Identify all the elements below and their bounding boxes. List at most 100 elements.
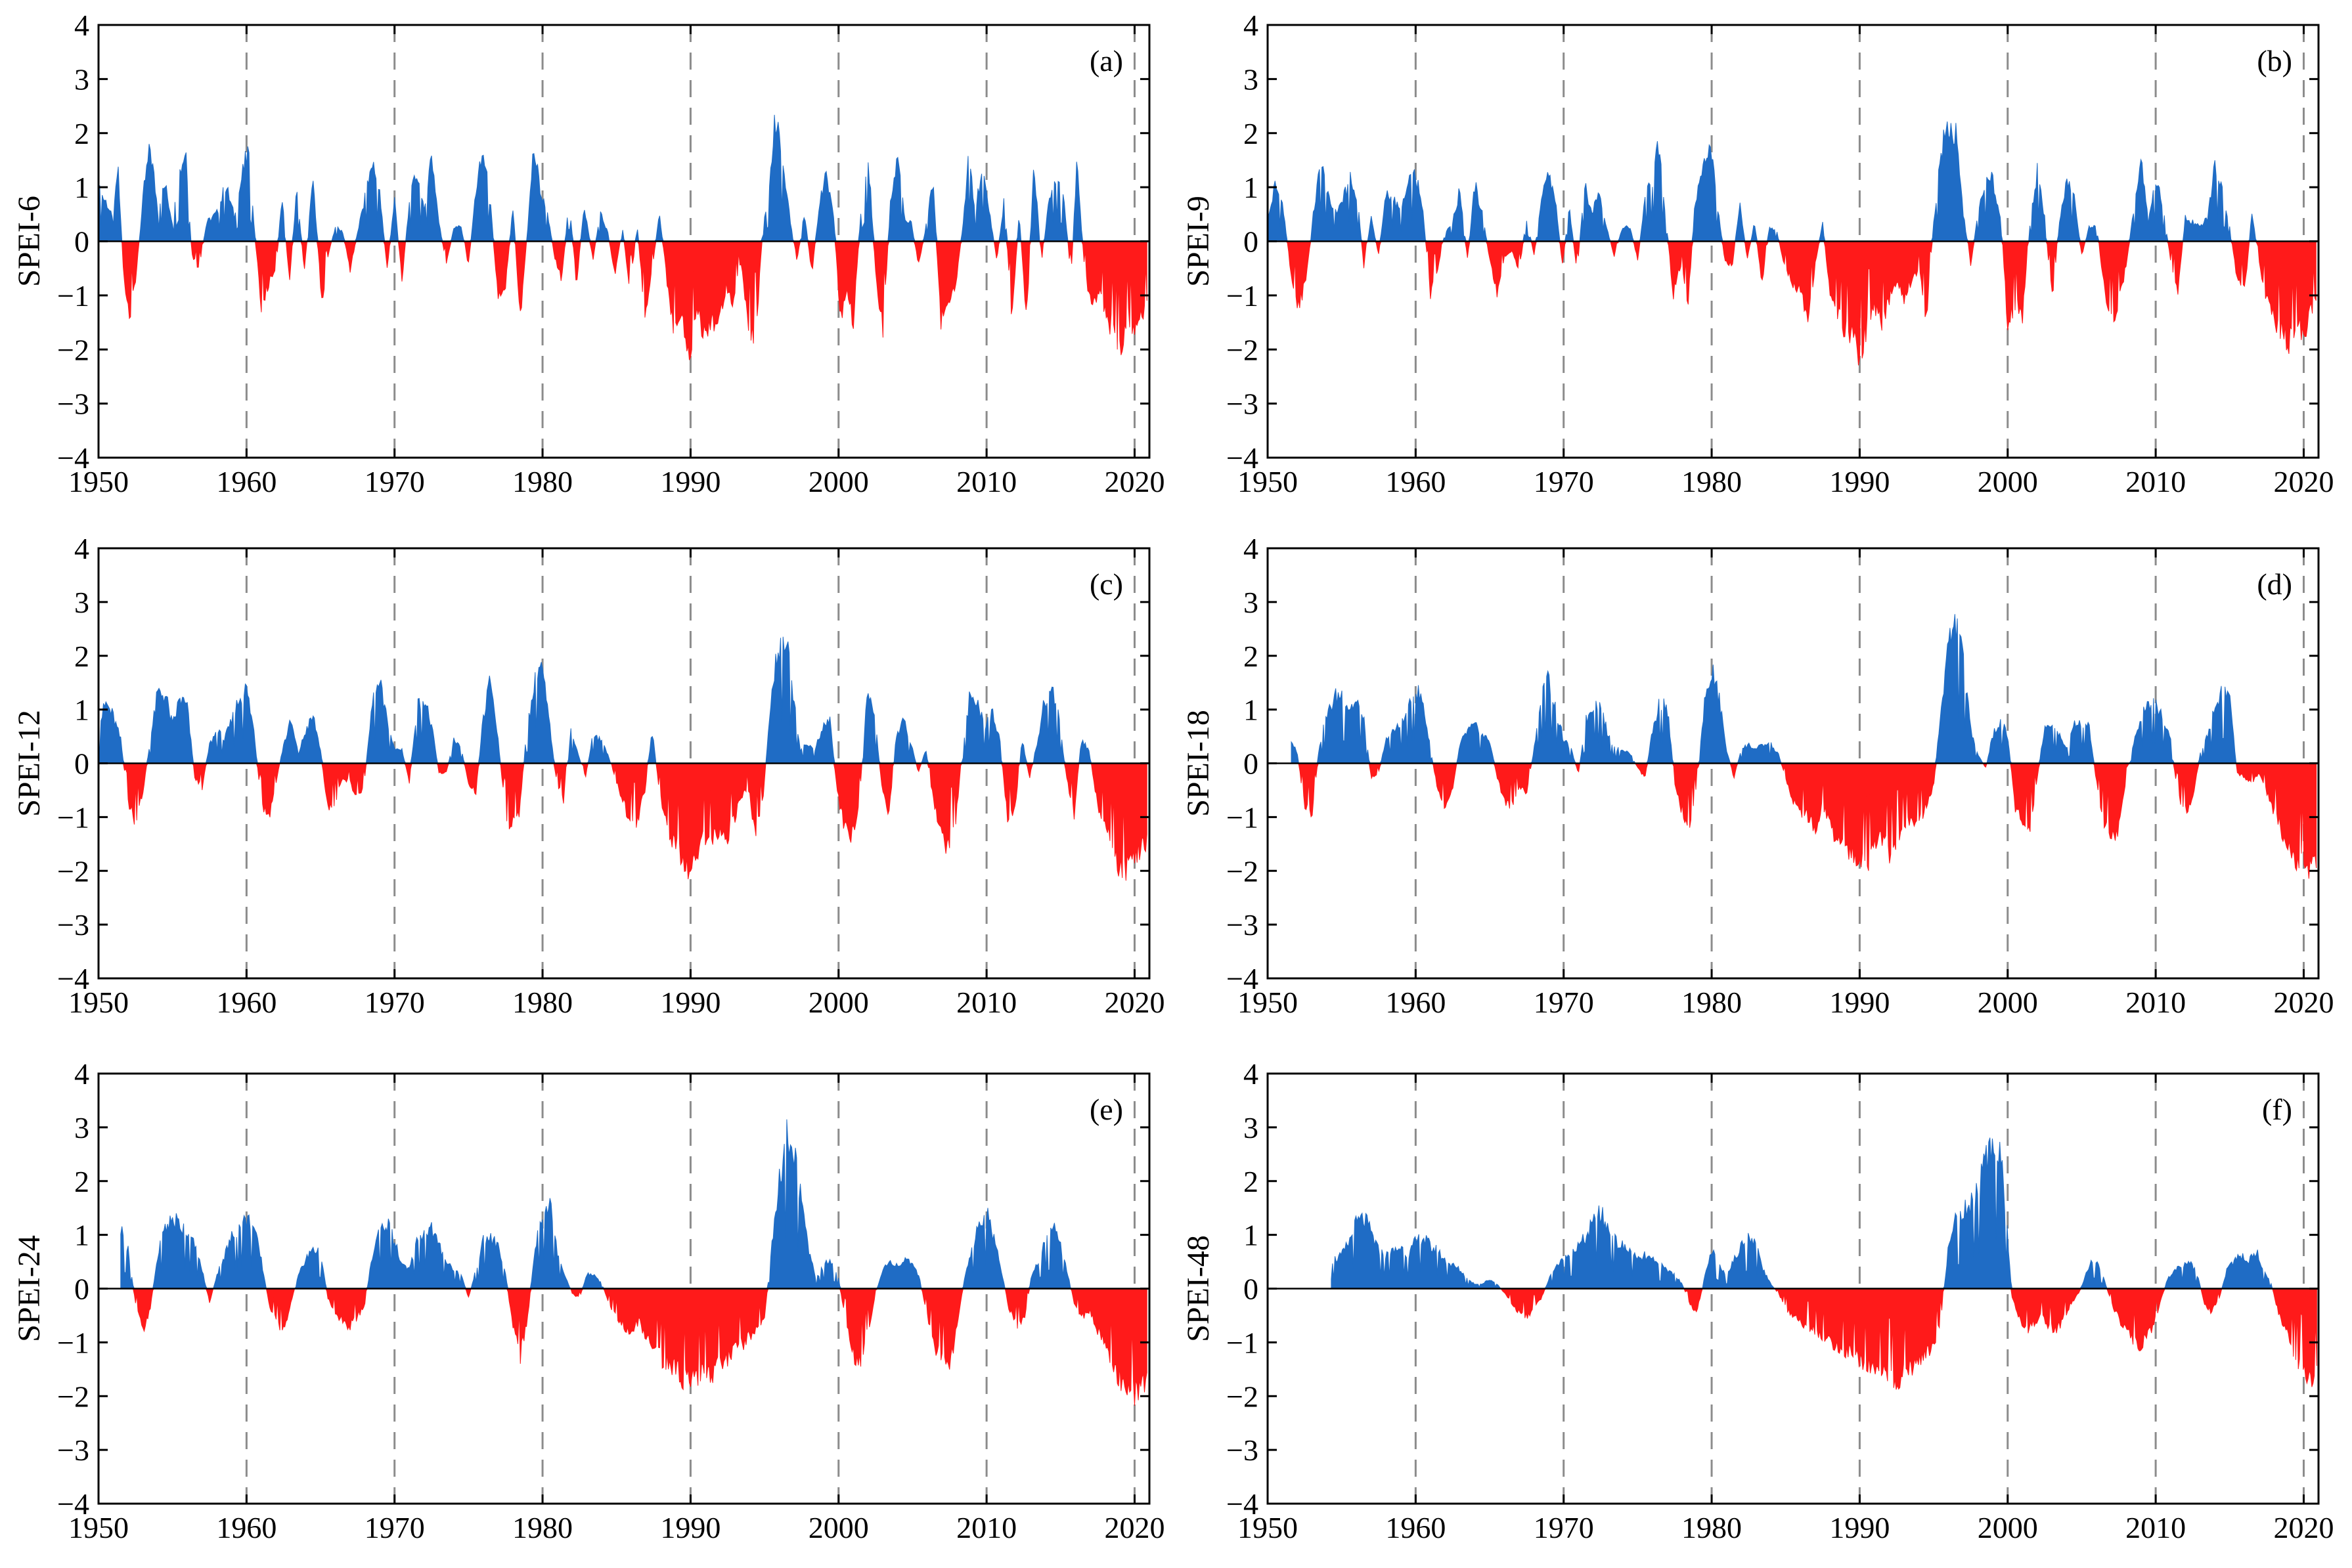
- x-tick-label: 2020: [2273, 986, 2334, 1019]
- y-tick-label: 1: [1243, 1219, 1258, 1252]
- negative-spei-area: [1331, 1288, 2317, 1390]
- x-tick-label: 2020: [1104, 986, 1165, 1019]
- y-axis-label: SPEI-6: [12, 196, 47, 287]
- x-tick-label: 1970: [1534, 986, 1594, 1019]
- panel-a: −4 −3 −2 −1 0 1 2 3 4 1950 1960 1970 1980 1990 2000 201…: [12, 9, 1165, 498]
- y-tick-label: 0: [1243, 1273, 1258, 1306]
- x-tick-label: 1950: [1237, 1511, 1298, 1544]
- x-tick-label: 2010: [956, 1511, 1017, 1544]
- y-tick-label: −1: [1226, 800, 1258, 834]
- x-tick-label: 1990: [660, 1511, 721, 1544]
- x-tick-label: 2000: [1978, 1511, 2038, 1544]
- y-tick-label: −2: [1226, 1380, 1258, 1413]
- x-tick-label: 1960: [216, 1511, 277, 1544]
- y-tick-label: 1: [74, 1219, 89, 1252]
- y-tick-label: 2: [74, 640, 89, 673]
- y-tick-label: 2: [1243, 640, 1258, 673]
- panel-e: −4 −3 −2 −1 0 1 2 3 4 1950 1960 1970 1980 1990 2000 201…: [12, 1057, 1165, 1544]
- y-tick-label: −3: [1226, 908, 1258, 942]
- y-tick-label: 4: [74, 1057, 89, 1091]
- y-tick-label: 0: [74, 747, 89, 781]
- y-tick-label: 3: [74, 1111, 89, 1144]
- positive-spei-area: [120, 1119, 1147, 1289]
- y-tick-label: −4: [1226, 962, 1258, 995]
- y-tick-label: −3: [1226, 1433, 1258, 1467]
- positive-spei-area: [1267, 121, 2317, 242]
- x-tick-label: 2010: [2125, 465, 2186, 498]
- y-tick-label: −1: [1226, 279, 1258, 313]
- positive-spei-area: [98, 636, 1147, 764]
- negative-spei-area: [99, 763, 1147, 881]
- y-axis-label: SPEI-48: [1181, 1235, 1216, 1342]
- y-axis-label: SPEI-9: [1181, 196, 1216, 287]
- positive-spei-area: [1331, 1137, 2317, 1289]
- y-tick-label: 0: [1243, 747, 1258, 781]
- positive-spei-area: [98, 114, 1147, 242]
- panel-label: (b): [2257, 44, 2292, 77]
- x-tick-label: 2010: [956, 465, 1017, 498]
- y-tick-label: 4: [1243, 9, 1258, 42]
- panel-label: (c): [1090, 567, 1123, 601]
- y-tick-label: 2: [1243, 117, 1258, 150]
- x-tick-label: 1990: [660, 465, 721, 498]
- y-tick-label: −4: [1226, 1487, 1258, 1521]
- y-tick-label: 0: [1243, 225, 1258, 259]
- y-tick-label: −4: [57, 962, 89, 995]
- x-tick-label: 1950: [1237, 986, 1298, 1019]
- x-tick-label: 1980: [512, 1511, 573, 1544]
- y-tick-label: −4: [57, 441, 89, 475]
- negative-spei-area: [1268, 241, 2317, 366]
- panel-d: −4 −3 −2 −1 0 1 2 3 4 1950 1960 1970 1980 1990 2000 201…: [1181, 532, 2334, 1019]
- y-tick-label: 3: [1243, 62, 1258, 96]
- y-tick-label: 1: [1243, 171, 1258, 204]
- x-tick-label: 1970: [1534, 465, 1594, 498]
- x-tick-label: 1960: [216, 465, 277, 498]
- negative-spei-area: [120, 1288, 1147, 1406]
- y-tick-label: 3: [74, 586, 89, 619]
- y-tick-label: −2: [1226, 854, 1258, 888]
- y-tick-label: −3: [57, 387, 89, 421]
- x-tick-label: 2000: [1978, 986, 2038, 1019]
- x-tick-label: 2010: [2125, 986, 2186, 1019]
- x-tick-label: 1970: [365, 986, 425, 1019]
- y-tick-label: 3: [74, 62, 89, 96]
- x-tick-label: 1980: [512, 986, 573, 1019]
- y-tick-label: −3: [57, 908, 89, 942]
- y-tick-label: 0: [74, 225, 89, 259]
- x-tick-label: 1980: [1681, 986, 1742, 1019]
- panel-c: −4 −3 −2 −1 0 1 2 3 4 1950 1960 1970 1980 1990 2000 201…: [12, 532, 1165, 1019]
- y-tick-label: −3: [57, 1433, 89, 1467]
- y-axis-label: SPEI-18: [1181, 710, 1216, 817]
- x-tick-label: 1990: [1829, 465, 1890, 498]
- x-tick-label: 1990: [1829, 986, 1890, 1019]
- y-tick-label: 4: [1243, 532, 1258, 565]
- x-tick-label: 2000: [1978, 465, 2038, 498]
- y-tick-label: −1: [57, 279, 89, 313]
- y-tick-label: −1: [57, 800, 89, 834]
- x-tick-label: 1960: [1385, 1511, 1446, 1544]
- x-tick-label: 2000: [809, 1511, 869, 1544]
- y-tick-label: −2: [57, 1380, 89, 1413]
- x-tick-label: 1970: [1534, 1511, 1594, 1544]
- x-tick-label: 1960: [1385, 465, 1446, 498]
- y-tick-label: −4: [57, 1487, 89, 1521]
- x-tick-label: 2000: [809, 465, 869, 498]
- panel-label: (d): [2257, 567, 2292, 601]
- x-tick-label: 1950: [68, 1511, 129, 1544]
- y-tick-label: −2: [1226, 333, 1258, 366]
- x-tick-label: 2000: [809, 986, 869, 1019]
- y-tick-label: −3: [1226, 387, 1258, 421]
- panel-label: (e): [1090, 1093, 1123, 1126]
- x-tick-label: 1960: [216, 986, 277, 1019]
- panel-label: (f): [2262, 1093, 2292, 1126]
- y-tick-label: 1: [74, 171, 89, 204]
- x-tick-label: 2010: [2125, 1511, 2186, 1544]
- y-tick-label: 3: [1243, 586, 1258, 619]
- x-tick-label: 1970: [365, 1511, 425, 1544]
- negative-spei-area: [1291, 763, 2317, 879]
- y-tick-label: −1: [1226, 1326, 1258, 1359]
- y-tick-label: 4: [74, 532, 89, 565]
- x-tick-label: 1980: [512, 465, 573, 498]
